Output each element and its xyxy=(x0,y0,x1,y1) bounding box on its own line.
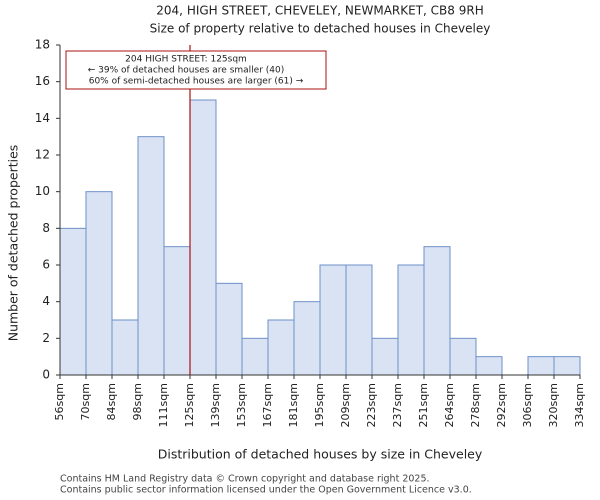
chart-subtitle: Size of property relative to detached ho… xyxy=(150,22,491,36)
x-tick-label: 320sqm xyxy=(547,383,560,427)
bar-320sqm xyxy=(553,356,581,376)
x-tick-label: 56sqm xyxy=(53,383,66,420)
x-tick-label: 251sqm xyxy=(417,383,430,427)
bar-278sqm xyxy=(475,356,503,376)
bar-167sqm xyxy=(267,319,295,376)
y-tick-label: 14 xyxy=(35,111,50,125)
x-tick-label: 223sqm xyxy=(365,383,378,427)
y-tick-label: 2 xyxy=(42,331,50,345)
x-tick-label: 209sqm xyxy=(339,383,352,427)
y-tick-label: 12 xyxy=(35,148,50,162)
x-tick-label: 195sqm xyxy=(313,383,326,427)
y-tick-label: 0 xyxy=(42,368,50,382)
bar-56sqm xyxy=(59,227,87,376)
bar-111sqm xyxy=(163,246,191,376)
x-tick-label: 98sqm xyxy=(131,383,144,420)
x-tick-label: 139sqm xyxy=(209,383,222,427)
y-tick-label: 4 xyxy=(42,294,50,308)
bar-251sqm xyxy=(423,246,451,376)
bar-153sqm xyxy=(241,337,269,376)
x-tick-label: 237sqm xyxy=(391,383,404,427)
bar-237sqm xyxy=(397,264,425,376)
annotation-box: 204 HIGH STREET: 125sqm ← 39% of detache… xyxy=(65,50,327,90)
bar-223sqm xyxy=(371,337,399,376)
bar-195sqm xyxy=(319,264,347,376)
y-ticks-group: 0 2 4 6 8 10 12 14 16 18 xyxy=(35,38,60,382)
x-axis-label: Distribution of detached houses by size … xyxy=(158,447,483,462)
x-tick-label: 278sqm xyxy=(469,383,482,427)
x-tick-label: 292sqm xyxy=(495,383,508,427)
y-tick-label: 16 xyxy=(35,74,50,88)
y-axis-label: Number of detached properties xyxy=(6,145,21,342)
x-tick-label: 125sqm xyxy=(183,383,196,427)
x-tick-label: 167sqm xyxy=(261,383,274,427)
bar-306sqm xyxy=(527,356,555,376)
bar-70sqm xyxy=(85,191,113,376)
bar-84sqm xyxy=(111,319,139,376)
bar-264sqm xyxy=(449,337,477,376)
chart-title: 204, HIGH STREET, CHEVELEY, NEWMARKET, C… xyxy=(156,4,483,18)
y-tick-label: 18 xyxy=(35,38,50,52)
x-tick-label: 153sqm xyxy=(235,383,248,427)
x-tick-label: 264sqm xyxy=(443,383,456,427)
x-tick-label: 334sqm xyxy=(573,383,586,427)
bar-125sqm xyxy=(189,99,217,376)
annotation-line-1: 204 HIGH STREET: 125sqm xyxy=(125,55,247,65)
y-tick-label: 8 xyxy=(42,221,50,235)
bar-98sqm xyxy=(137,136,165,376)
x-tick-label: 306sqm xyxy=(521,383,534,427)
bars-group xyxy=(59,99,581,376)
y-tick-label: 6 xyxy=(42,258,50,272)
annotation-line-2: ← 39% of detached houses are smaller (40… xyxy=(88,66,285,76)
x-tick-label: 181sqm xyxy=(287,383,300,427)
bar-209sqm xyxy=(345,264,373,376)
footer-line-2: Contains public sector information licen… xyxy=(60,485,472,496)
bar-181sqm xyxy=(293,301,321,376)
x-ticks-group: 56sqm 70sqm 84sqm 98sqm 111sqm 125sqm 139sqm 15… xyxy=(53,375,586,427)
annotation-line-3: 60% of semi-detached houses are larger (… xyxy=(89,77,304,87)
bar-139sqm xyxy=(215,282,243,376)
y-tick-label: 10 xyxy=(35,184,50,198)
x-tick-label: 111sqm xyxy=(157,383,170,427)
x-tick-label: 84sqm xyxy=(105,383,118,420)
x-tick-label: 70sqm xyxy=(79,383,92,420)
footer-line-1: Contains HM Land Registry data © Crown c… xyxy=(60,474,430,485)
annotation-box-border xyxy=(65,50,327,90)
